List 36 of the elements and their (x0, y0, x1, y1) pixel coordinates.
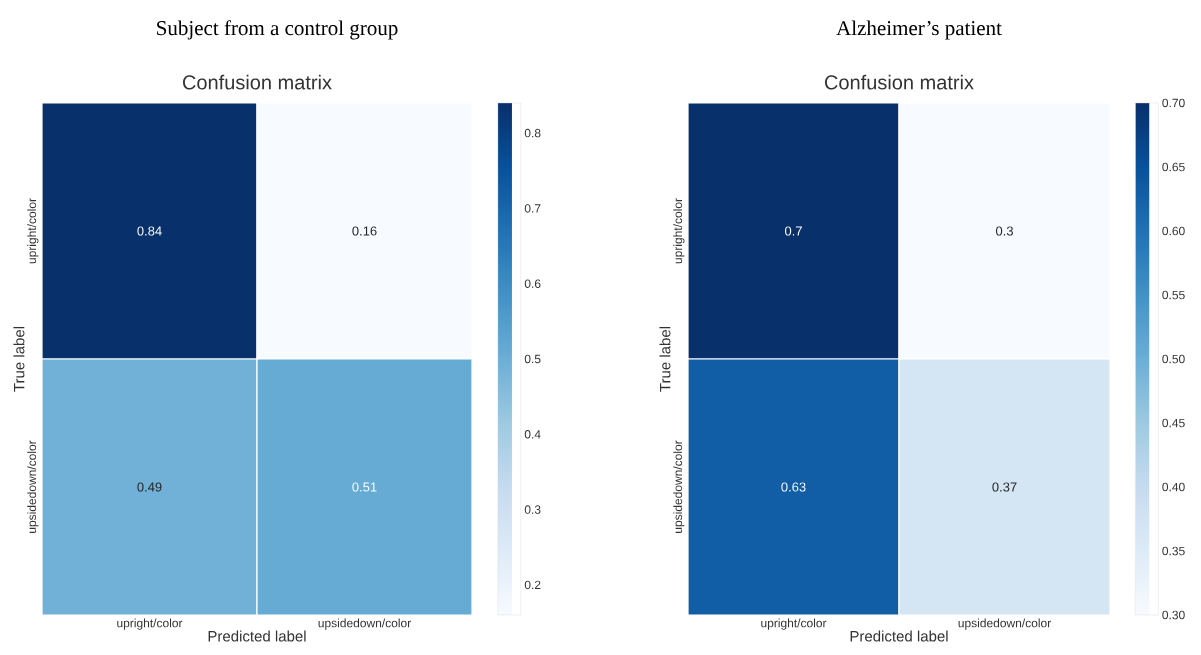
color-bar-label: 0.3 (524, 505, 541, 514)
data-label: 0.16 (352, 226, 377, 236)
data-label: 0.84 (137, 226, 162, 236)
color-bar-label: 0.30 (1162, 610, 1185, 620)
data-label: 0.63 (781, 482, 806, 492)
chart-title: Subject from a control group (157, 20, 398, 40)
x-axis-title: Predicted label (208, 630, 306, 642)
color-bar-label: 0.6 (524, 279, 541, 288)
chart-subtitle: Confusion matrix (825, 74, 974, 90)
color-bar-label: 0.4 (524, 430, 541, 439)
x-axis-title: Predicted label (850, 630, 948, 642)
data-label: 0.51 (352, 482, 377, 492)
y-axis-title: True label (13, 326, 25, 392)
x-tick-label: upsidedown/color (958, 618, 1051, 630)
color-bar-label: 0.55 (1162, 290, 1185, 300)
x-tick-label: upright/color (117, 618, 183, 630)
x-tick-label: upsidedown/color (318, 618, 411, 630)
color-bar-label: 0.7 (524, 204, 541, 213)
chart-title: Alzheimer’s patient (836, 20, 1002, 40)
color-bar-label: 0.50 (1162, 354, 1185, 364)
color-bar-label: 0.35 (1162, 546, 1185, 556)
chart-subtitle: Confusion matrix (182, 74, 332, 90)
data-label: 0.37 (992, 482, 1017, 492)
color-bar-label: 0.5 (524, 354, 541, 364)
data-label: 0.3 (995, 226, 1013, 236)
color-bar-label: 0.2 (524, 580, 541, 590)
color-bar-label: 0.60 (1162, 226, 1185, 236)
color-bar-label: 0.40 (1162, 482, 1185, 492)
color-bar-label: 0.8 (524, 128, 541, 138)
data-label: 0.7 (784, 226, 802, 236)
color-bar-label: 0.45 (1162, 418, 1185, 428)
color-bar-label: 0.65 (1162, 162, 1185, 172)
x-tick-label: upright/color (761, 618, 827, 630)
data-label: 0.49 (137, 482, 162, 492)
y-axis-title: True label (659, 326, 671, 392)
color-bar-label: 0.70 (1162, 98, 1185, 108)
